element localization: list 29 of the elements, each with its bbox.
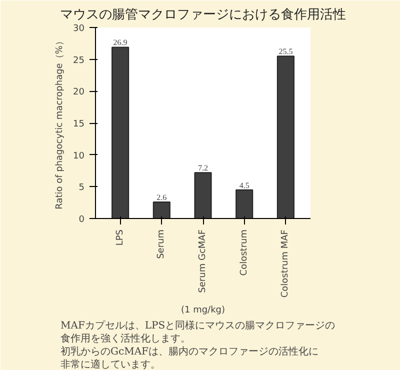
x-tick-label: Serum GcMAF	[198, 229, 208, 293]
y-tick-label: 10	[73, 151, 85, 162]
x-tick-label: LPS	[115, 229, 126, 246]
x-tick-label: Serum	[156, 230, 167, 259]
y-tick-label: 20	[73, 88, 85, 98]
bar	[152, 201, 170, 218]
y-tick-label: 30	[73, 24, 85, 34]
x-tick-label: Colostrum MAF	[280, 229, 291, 298]
text: 初乳からのGcMAFは、腸内のマクロファージの活性化に	[60, 346, 318, 358]
data-label: 7.2	[198, 164, 208, 173]
chart-title: マウスの腸管マクロファージにおける食作用活性	[60, 8, 346, 22]
data-label: 4.5	[239, 180, 250, 190]
x-axis-title: (1 mg/kg)	[180, 306, 226, 316]
y-tick-label: 15	[73, 120, 84, 130]
y-axis-title: Ratio of phagocytic macrophage（%）	[55, 36, 66, 210]
data-label: 2.6	[156, 192, 167, 202]
text: 非常に適しています。	[60, 358, 160, 370]
bar	[194, 172, 212, 218]
text: 食作用を強く活性化します。	[60, 332, 190, 344]
bar	[276, 56, 294, 218]
y-tick-label: 25	[73, 56, 84, 66]
bar	[236, 189, 254, 218]
y-tick-label: 5	[78, 183, 85, 194]
x-tick-label: Colostrum	[239, 230, 250, 276]
y-tick-label: 0	[78, 215, 85, 225]
text: MAFカプセルは、LPSと同様にマウスの腸マクロファージの	[60, 320, 336, 332]
bar	[112, 46, 130, 218]
data-label: 26.9	[113, 38, 128, 48]
data-label: 25.5	[278, 47, 293, 56]
